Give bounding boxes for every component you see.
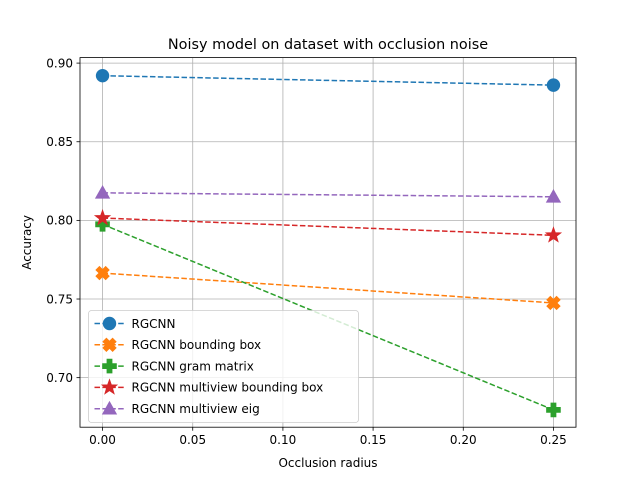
series-line [102, 217, 554, 237]
y-axis-label: Accuracy [20, 215, 34, 270]
legend-marker [102, 316, 117, 331]
y-tick-label: 0.70 [46, 371, 73, 385]
data-point [94, 185, 111, 199]
legend-label: RGCNN bounding box [132, 338, 262, 352]
x-tick-label: 0.20 [450, 433, 477, 447]
legend-marker [102, 337, 117, 353]
legend-marker [100, 378, 119, 395]
legend-entry: RGCNN bounding box [94, 337, 262, 353]
series-line [102, 272, 554, 304]
plot-series [93, 68, 563, 418]
legend-label: RGCNN multiview bounding box [132, 381, 324, 395]
legend-label: RGCNN gram matrix [132, 359, 254, 373]
x-tick-label: 0.05 [179, 433, 206, 447]
y-tick-label: 0.85 [46, 135, 73, 149]
y-axis-ticks: 0.70 0.75 0.80 0.85 0.90 [46, 56, 80, 385]
legend-marker [102, 358, 117, 374]
y-tick-label: 0.80 [46, 214, 73, 228]
legend-entry: RGCNN [94, 316, 176, 331]
series-3 [93, 208, 563, 243]
y-tick-label: 0.90 [46, 56, 73, 70]
y-tick-label: 0.75 [46, 292, 73, 306]
x-axis-label: Occlusion radius [278, 456, 377, 470]
series-line [102, 74, 554, 86]
data-point [93, 208, 112, 226]
data-point [545, 188, 562, 203]
legend-entry: RGCNN gram matrix [94, 358, 254, 374]
x-tick-label: 0.10 [270, 433, 297, 447]
legend-entry: RGCNN multiview eig [94, 400, 260, 416]
series-0 [95, 68, 561, 92]
chart-title: Noisy model on dataset with occlusion no… [168, 37, 488, 53]
x-tick-label: 0.00 [89, 433, 116, 447]
data-point [546, 295, 561, 311]
legend: RGCNN RGCNN bounding box RGCNN gram matrix… [88, 310, 359, 423]
series-line [102, 223, 554, 411]
series-line [102, 192, 554, 198]
data-point [546, 78, 561, 92]
x-tick-label: 0.25 [540, 433, 567, 447]
data-point [95, 68, 110, 83]
legend-box [88, 310, 359, 423]
series-1 [95, 265, 561, 311]
data-point [546, 402, 561, 418]
series-4 [94, 185, 562, 203]
legend-label: RGCNN multiview eig [132, 402, 260, 416]
plot-frame [79, 57, 577, 428]
data-point [544, 226, 563, 243]
legend-marker [101, 400, 118, 415]
x-axis-ticks: 0.00 0.05 0.10 0.15 0.20 0.25 [89, 427, 567, 447]
legend-entry: RGCNN multiview bounding box [94, 378, 324, 395]
legend-label: RGCNN [132, 317, 176, 331]
data-point [95, 265, 110, 281]
x-tick-label: 0.15 [360, 433, 387, 447]
